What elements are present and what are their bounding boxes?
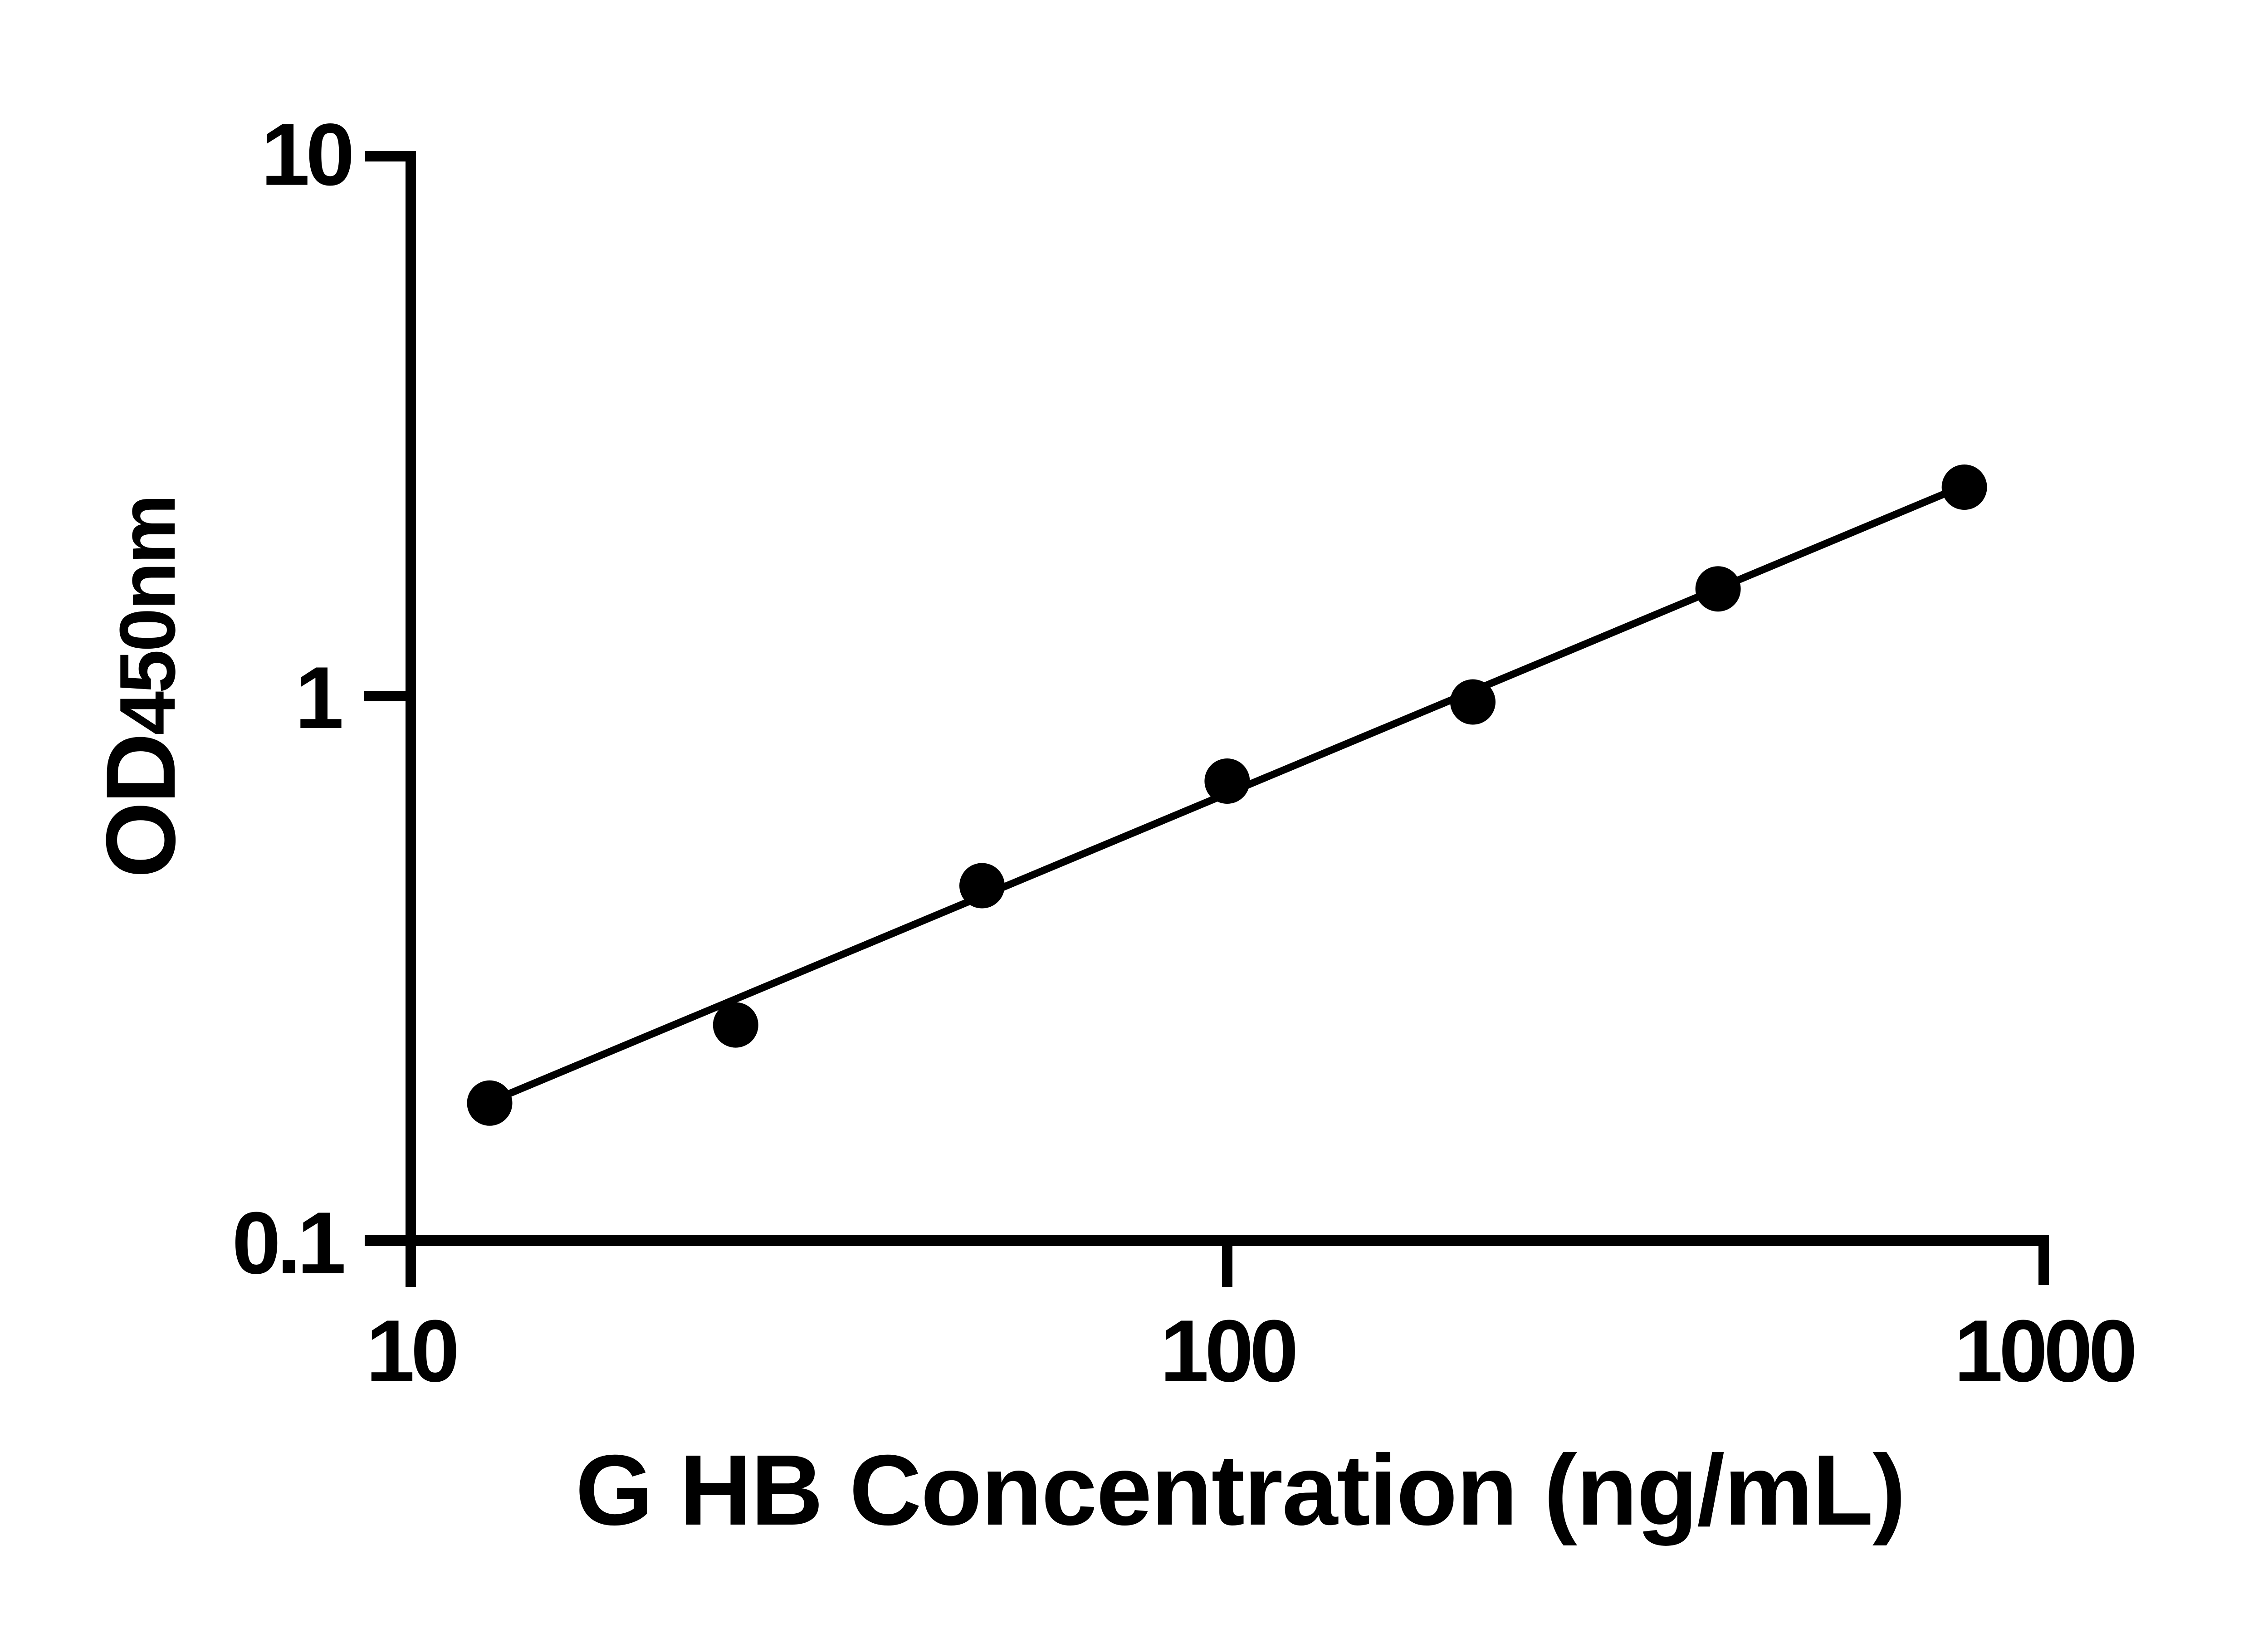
svg-text:1: 1 [295, 649, 342, 747]
svg-text:OD450nm: OD450nm [86, 496, 196, 878]
svg-text:10: 10 [261, 106, 351, 204]
svg-text:0.1: 0.1 [232, 1194, 344, 1292]
svg-text:100: 100 [1160, 1302, 1295, 1400]
svg-text:G HB Concentration (ng/mL): G HB Concentration (ng/mL) [575, 1434, 1905, 1546]
svg-text:10: 10 [366, 1302, 456, 1400]
svg-text:1000: 1000 [1954, 1302, 2134, 1400]
